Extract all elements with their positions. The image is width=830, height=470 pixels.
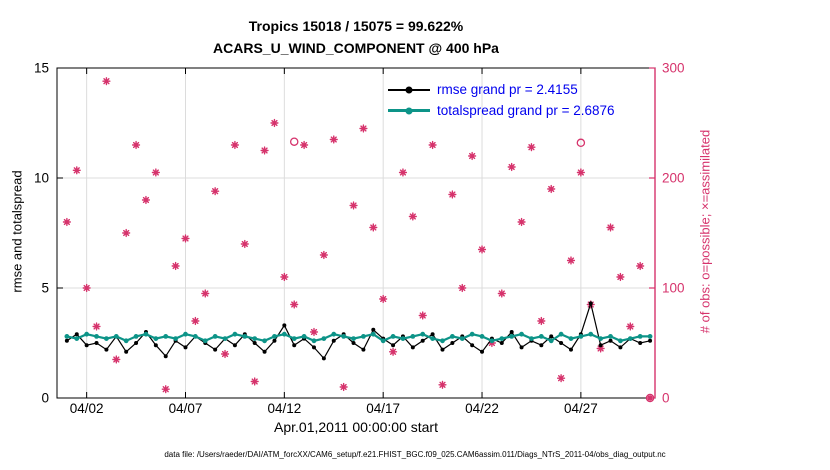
grid	[57, 68, 655, 398]
figure-caption: data file: /Users/raeder/DAI/ATM_forcXX/…	[164, 450, 666, 459]
svg-text:0: 0	[662, 391, 670, 406]
legend-item-totalspread: totalspread grand pr = 2.6876	[388, 100, 615, 121]
legend: rmse grand pr = 2.4155 totalspread grand…	[388, 79, 615, 121]
legend-dot-rmse	[405, 86, 413, 93]
legend-dot-totalspread	[405, 107, 413, 114]
legend-item-rmse: rmse grand pr = 2.4155	[388, 79, 615, 100]
svg-text:0: 0	[41, 391, 49, 406]
svg-text:15: 15	[34, 61, 49, 76]
svg-text:04/02: 04/02	[70, 401, 104, 416]
legend-line-sample-rmse	[388, 86, 430, 93]
svg-text:04/17: 04/17	[366, 401, 400, 416]
svg-text:04/27: 04/27	[564, 401, 598, 416]
svg-text:04/07: 04/07	[169, 401, 203, 416]
obs-possible-circles	[289, 137, 655, 403]
tick-labels: 04/02 04/07 04/12 04/17 04/22 04/27 0 5 10 15 0 100…	[34, 61, 685, 417]
chart-title-line1: Tropics 15018 / 15075 = 99.622%	[248, 18, 464, 34]
svg-text:200: 200	[662, 171, 685, 186]
svg-text:300: 300	[662, 61, 685, 76]
svg-text:100: 100	[662, 281, 685, 296]
rmse-series	[64, 301, 653, 361]
chart-title-line2: ACARS_U_WIND_COMPONENT @ 400 hPa	[213, 40, 499, 56]
obs-asterisks-series	[62, 77, 655, 403]
totalspread-series	[64, 331, 653, 344]
svg-text:10: 10	[34, 171, 49, 186]
axis-box	[56, 67, 656, 399]
svg-text:04/12: 04/12	[267, 401, 301, 416]
legend-label-totalspread: totalspread grand pr = 2.6876	[437, 103, 615, 118]
svg-text:5: 5	[41, 281, 49, 296]
legend-label-rmse: rmse grand pr = 2.4155	[437, 82, 578, 97]
legend-line-sample-totalspread	[388, 107, 430, 114]
svg-text:04/22: 04/22	[465, 401, 499, 416]
x-axis-label: Apr.01,2011 00:00:00 start	[274, 419, 438, 435]
